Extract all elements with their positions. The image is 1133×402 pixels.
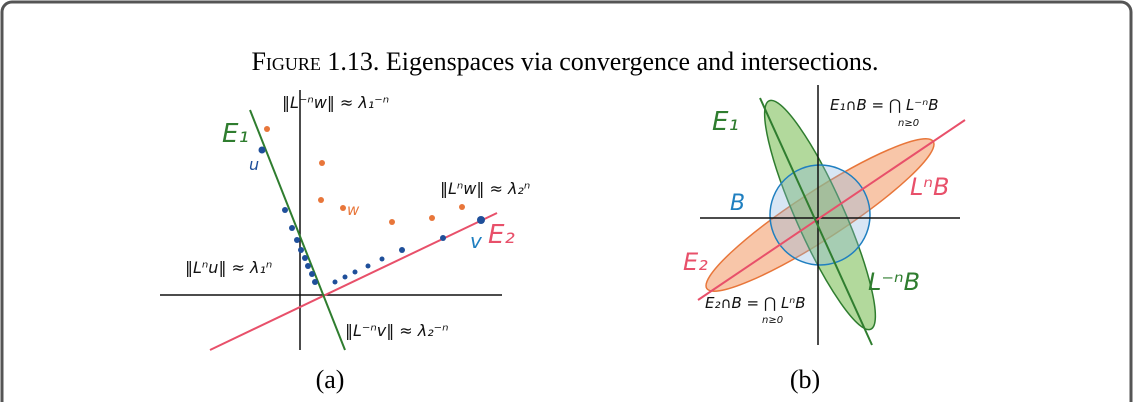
label-e2-cap-index: n≥0 [762,315,783,326]
label-e1: E₁ [712,107,739,137]
label-linvb: L⁻ⁿB [868,268,920,296]
label-e2: E₂ [683,248,708,276]
label-lv-inv: ‖L⁻ⁿv‖ ≈ λ₂⁻ⁿ [345,321,449,340]
panel-a-sublabel: (a) [316,365,345,394]
label-e2: E₂ [488,220,515,250]
label-lnb: LⁿB [910,173,949,201]
label-b: B [730,191,745,216]
page: Figure 1.13. Eigenspaces via convergence… [0,0,1133,402]
figure-label: Figure 1.13. [251,47,379,76]
label-e1: E₁ [222,119,249,149]
label-v: v [470,229,483,253]
label-e1-cap: E₁∩B = ⋂ L⁻ⁿB [830,96,939,114]
panel-b-sublabel: (b) [790,365,820,394]
label-lw-inv: ‖L⁻ⁿw‖ ≈ λ₁⁻ⁿ [282,93,389,112]
label-u: u [249,155,259,174]
label-lu: ‖Lⁿu‖ ≈ λ₁ⁿ [185,258,272,277]
label-lw: ‖Lⁿw‖ ≈ λ₂ⁿ [440,179,530,198]
panel-b: E₁ E₁∩B = ⋂ L⁻ⁿB n≥0 B LⁿB E₂ L⁻ⁿB E₂∩B … [683,85,965,394]
figure-title: Figure 1.13. Eigenspaces via convergence… [251,47,878,76]
label-w: w [347,201,360,219]
label-e1-cap-index: n≥0 [898,118,919,129]
label-e2-cap: E₂∩B = ⋂ LⁿB [705,294,806,312]
panel-a: E₁ u ‖L⁻ⁿw‖ ≈ λ₁⁻ⁿ w ‖Lⁿw‖ ≈ λ₂ⁿ v E₂ ‖L… [160,90,530,394]
figure-caption: Eigenspaces via convergence and intersec… [386,47,879,76]
